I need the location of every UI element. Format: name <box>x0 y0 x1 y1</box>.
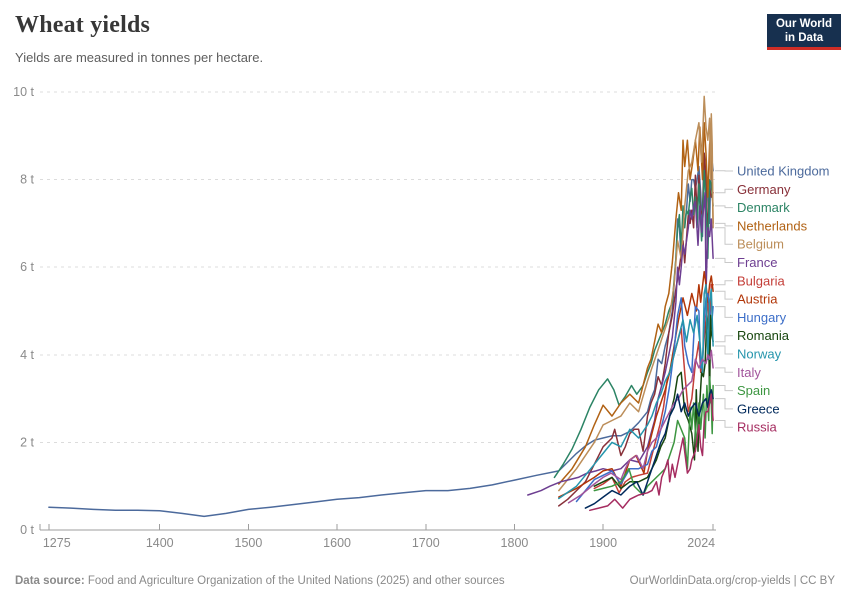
owid-logo-line2: in Data <box>784 32 824 44</box>
series-line-greece[interactable] <box>584 389 714 509</box>
chart-title: Wheat yields <box>15 12 151 38</box>
owid-logo-line1: Our World <box>775 18 832 30</box>
y-tick-label: 10 t <box>13 85 34 99</box>
series-line-germany[interactable] <box>558 152 714 507</box>
legend-label-austria[interactable]: Austria <box>737 292 778 307</box>
legend-connector <box>715 385 733 392</box>
legend-label-romania[interactable]: Romania <box>737 328 790 343</box>
legend-label-denmark[interactable]: Denmark <box>737 200 790 215</box>
chart-subtitle: Yields are measured in tonnes per hectar… <box>15 50 264 65</box>
legend-label-united-kingdom[interactable]: United Kingdom <box>737 164 830 179</box>
legend-connector <box>715 227 733 245</box>
series-line-netherlands[interactable] <box>558 121 714 485</box>
legend-connector <box>715 257 733 263</box>
legend-connector <box>715 188 733 194</box>
legend-connector <box>715 345 733 355</box>
legend-label-russia[interactable]: Russia <box>737 420 778 435</box>
x-tick-label: 1700 <box>412 536 440 550</box>
y-tick-label: 6 t <box>20 260 34 274</box>
series-line-united-kingdom[interactable] <box>48 152 714 518</box>
y-tick-label: 8 t <box>20 173 34 187</box>
x-tick-label: 1400 <box>146 536 174 550</box>
legend-label-france[interactable]: France <box>737 255 777 270</box>
series-line-belgium[interactable] <box>558 95 714 492</box>
legend-label-greece[interactable]: Greece <box>737 401 780 416</box>
legend-connector <box>715 205 733 209</box>
x-tick-label: 2024 <box>687 536 715 550</box>
legend-connector <box>715 280 733 286</box>
legend-label-italy[interactable]: Italy <box>737 365 761 380</box>
x-tick-label: 1500 <box>235 536 263 550</box>
legend-connector <box>715 420 733 428</box>
legend-label-spain[interactable]: Spain <box>737 383 770 398</box>
legend-label-netherlands[interactable]: Netherlands <box>737 218 808 233</box>
series-line-italy[interactable] <box>567 349 714 504</box>
owid-logo[interactable]: Our World in Data <box>767 14 841 50</box>
x-tick-label: 1600 <box>323 536 351 550</box>
footer: Data source: Food and Agriculture Organi… <box>15 575 835 587</box>
x-tick-label: 1800 <box>501 536 529 550</box>
legend-connector <box>715 306 733 318</box>
legend-connector <box>715 290 733 300</box>
legend-connector <box>715 335 733 343</box>
legend-label-germany[interactable]: Germany <box>737 182 791 197</box>
series-line-russia[interactable] <box>589 393 714 512</box>
series-line-france[interactable] <box>527 191 714 496</box>
legend-label-belgium[interactable]: Belgium <box>737 237 784 252</box>
legend-connector <box>715 367 733 373</box>
series-line-norway[interactable] <box>558 283 714 500</box>
y-tick-label: 4 t <box>20 348 34 362</box>
legend-connector <box>715 398 733 410</box>
y-tick-label: 0 t <box>20 523 34 537</box>
legend-label-hungary[interactable]: Hungary <box>737 310 787 325</box>
series-line-austria[interactable] <box>558 270 714 498</box>
license-link[interactable]: OurWorldinData.org/crop-yields | CC BY <box>629 575 835 587</box>
legend-label-norway[interactable]: Norway <box>737 347 782 362</box>
data-source-label: Data source: <box>15 575 85 587</box>
x-tick-label: 1900 <box>589 536 617 550</box>
data-source-text: Food and Agriculture Organization of the… <box>84 575 505 587</box>
legend-label-bulgaria[interactable]: Bulgaria <box>737 273 785 288</box>
legend-connector <box>715 222 733 227</box>
y-tick-label: 2 t <box>20 435 34 449</box>
data-source-note: Data source: Food and Agriculture Organi… <box>15 575 505 587</box>
x-tick-label: 1275 <box>43 536 71 550</box>
